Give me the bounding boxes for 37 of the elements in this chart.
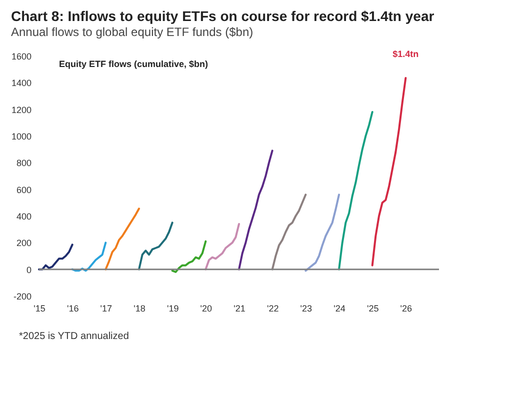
line-series — [104, 208, 140, 270]
x-tick-label: '23 — [300, 304, 312, 314]
line-series — [204, 223, 240, 270]
y-tick-label: 600 — [16, 184, 32, 195]
annotation: Equity ETF flows (cumulative, $bn) — [59, 59, 208, 69]
x-tick-label: '19 — [166, 304, 179, 314]
line-series — [304, 194, 340, 272]
x-tick-label: '16 — [66, 304, 79, 314]
y-tick-label: 1600 — [11, 52, 32, 62]
line-series — [371, 77, 407, 266]
line-series — [238, 150, 274, 270]
text: *2025 is YTD annualized — [19, 331, 129, 342]
chart-title: Chart 8: Inflows to equity ETFs on course for record $1.4tn year — [10, 8, 435, 24]
y-tick-label: 0 — [26, 264, 32, 275]
x-tick-label: '15 — [34, 304, 46, 314]
x-tick-label: '25 — [366, 304, 379, 314]
y-tick-label: 1400 — [11, 78, 32, 88]
x-tick-label: '20 — [200, 304, 212, 314]
line-series — [71, 242, 107, 272]
x-tick-label: '22 — [266, 304, 279, 314]
y-tick-label: 800 — [16, 158, 32, 168]
line-series — [338, 111, 374, 270]
y-tick-label: 1000 — [11, 132, 32, 142]
annotation: $1.4tn — [392, 49, 419, 59]
y-tick-label: 1200 — [11, 104, 32, 115]
x-tick-label: '18 — [134, 304, 146, 314]
chart-subtitle: Annual flows to global equity ETF funds ($bn) — [10, 25, 254, 39]
y-tick-label: -200 — [13, 292, 32, 302]
line-series — [138, 222, 174, 270]
x-tick-label: '17 — [100, 304, 112, 314]
y-tick-label: 200 — [16, 238, 32, 248]
x-tick-label: '26 — [400, 304, 412, 314]
y-tick-label: 400 — [16, 212, 32, 222]
x-tick-label: '24 — [334, 304, 346, 314]
x-tick-label: '21 — [234, 304, 246, 314]
line-series — [171, 240, 207, 273]
line-series — [38, 244, 74, 270]
